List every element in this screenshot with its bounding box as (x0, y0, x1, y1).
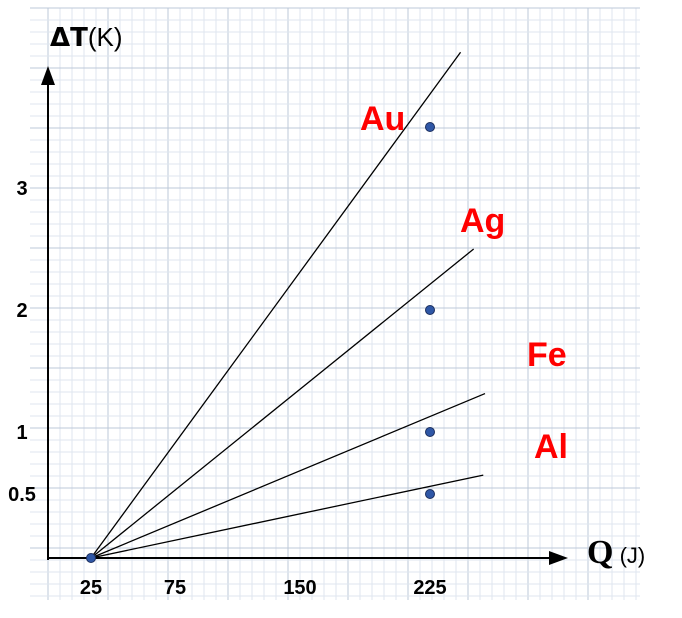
x-axis-label: Q (J) (587, 534, 645, 572)
series-label-fe: Fe (527, 336, 567, 374)
x-tick-label: 225 (413, 577, 446, 599)
x-tick-label: 75 (164, 577, 186, 599)
y-axis-label: ΔT(K) (50, 22, 123, 53)
x-axis-arrow (549, 551, 568, 565)
y-axis-unit: (K) (87, 22, 123, 52)
tick-labels: 25 75 150 225 0.5 1 2 3 (8, 178, 447, 599)
x-tick-label: 150 (283, 577, 316, 599)
series-label-ag: Ag (460, 202, 505, 240)
y-tick-label: 2 (16, 300, 27, 322)
y-tick-label: 3 (16, 178, 27, 200)
series-line-ag (90, 248, 475, 559)
y-tick-label: 0.5 (8, 484, 36, 506)
series-labels: Au Ag Fe Al (360, 100, 568, 466)
grid (30, 7, 640, 600)
x-tick-label: 25 (80, 577, 102, 599)
series-line-au (90, 51, 462, 559)
data-points (86, 122, 435, 563)
series-line-fe (90, 392, 486, 559)
data-point-au (425, 122, 435, 132)
series-lines (90, 51, 486, 559)
data-point-ag (425, 305, 435, 315)
y-axis-symbol: ΔT (50, 23, 88, 53)
axes (41, 66, 568, 565)
x-axis-symbol: Q (587, 534, 614, 571)
series-label-au: Au (360, 100, 405, 138)
series-label-al: Al (534, 428, 568, 466)
data-point-al (425, 489, 435, 499)
y-tick-label: 1 (16, 422, 27, 444)
data-point-fe (425, 427, 435, 437)
x-axis-unit: (J) (613, 543, 646, 568)
series-line-al (90, 474, 484, 559)
y-axis-arrow (41, 66, 55, 85)
data-point-origin (86, 553, 96, 563)
